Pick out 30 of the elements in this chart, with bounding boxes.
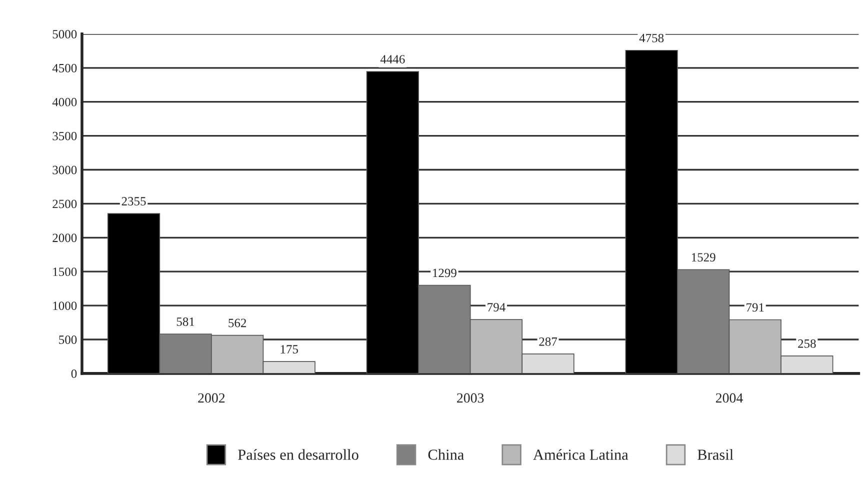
data-label: 287 (539, 337, 558, 346)
legend-label: América Latina (533, 449, 628, 460)
y-tick-label: 1000 (53, 302, 77, 310)
data-label: 4446 (380, 55, 405, 64)
y-tick-label: 2000 (52, 234, 77, 242)
data-label: 258 (798, 339, 816, 348)
y-tick-label: 4500 (52, 64, 77, 72)
data-label: 791 (746, 303, 764, 312)
data-label: 175 (280, 345, 298, 354)
y-tick-label: 3500 (52, 132, 77, 140)
y-tick-label: 4000 (52, 98, 77, 106)
y-tick-label: 3000 (52, 166, 77, 174)
y-tick-label: 500 (59, 336, 77, 344)
y-tick-label: 1500 (53, 268, 77, 276)
data-label: 1529 (692, 253, 716, 262)
x-tick-label: 2003 (457, 393, 484, 403)
data-label: 2355 (122, 197, 146, 206)
legend-label: Países en desarrollo (238, 449, 358, 460)
data-label: 1299 (433, 268, 456, 278)
x-tick-label: 2004 (716, 393, 743, 403)
y-tick-label: 2500 (52, 200, 77, 208)
x-tick-label: 2002 (198, 393, 225, 403)
data-label: 4758 (639, 34, 664, 42)
data-label: 562 (228, 318, 246, 328)
data-label: 581 (176, 317, 194, 326)
legend-label: Brasil (698, 449, 734, 460)
legend-label: China (428, 449, 464, 460)
data-label: 794 (488, 303, 506, 312)
y-tick-label: 5000 (52, 30, 77, 38)
y-tick-label: 0 (71, 369, 77, 378)
